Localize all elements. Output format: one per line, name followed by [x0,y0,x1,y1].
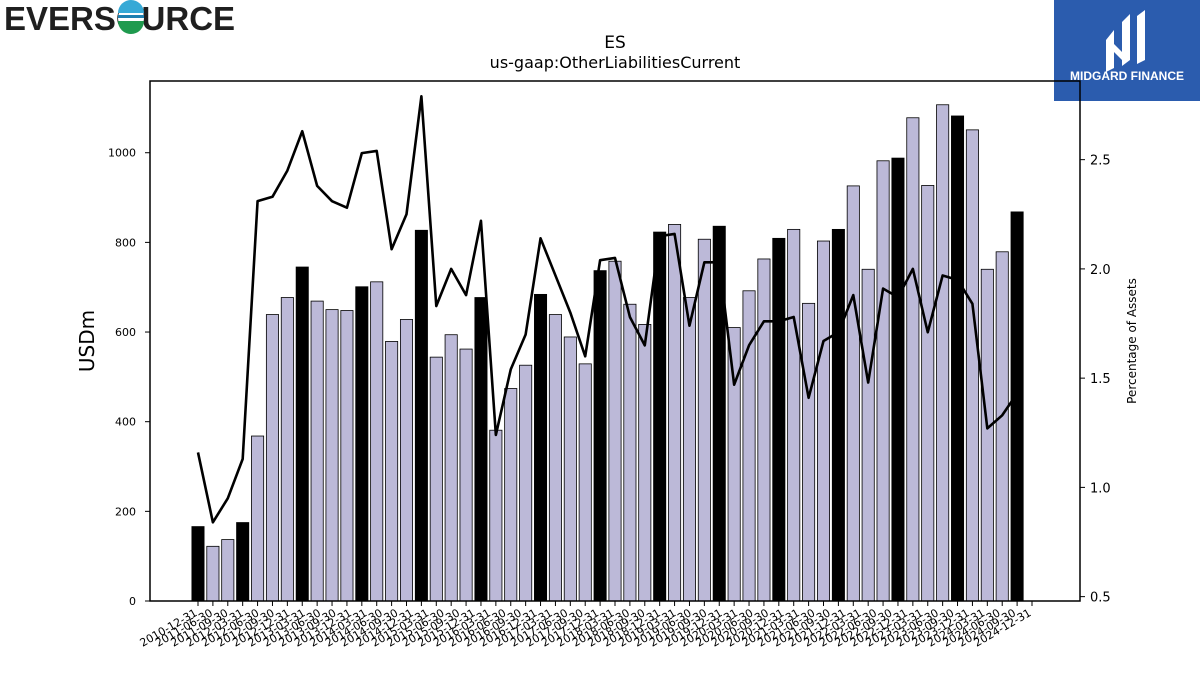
bar-quarterly [563,336,577,602]
chart-title: ES [604,33,626,53]
y2-tick-label: 2.0 [1090,263,1111,278]
bar-quarterly [325,309,339,602]
bar-quarterly [385,341,399,602]
y-tick-label: 0 [129,595,136,608]
bar-annual [653,231,667,602]
bar-annual [712,225,726,602]
bar-quarterly [965,129,979,602]
bar-quarterly [399,319,414,602]
bar-quarterly [846,185,860,602]
bar-quarterly [757,258,771,602]
y2-tick-label: 1.5 [1090,372,1111,387]
bar-quarterly [876,160,890,602]
left-y-axis: 0 200 400 600 800 1000 [108,147,150,608]
bar-quarterly [995,251,1009,602]
bar-quarterly [519,364,533,602]
bar-annual [414,229,428,602]
percentage-of-assets-line [196,94,1019,524]
bar-quarterly [608,260,622,602]
bar-quarterly [861,268,875,602]
bar-quarterly [444,334,458,602]
bar-quarterly [727,327,741,602]
bar-annual [831,228,845,602]
bar-quarterly [578,363,592,602]
bar-annual [355,286,369,602]
bar-quarterly [221,539,235,602]
bar-quarterly [816,240,831,602]
bar-quarterly [280,297,294,602]
bar-quarterly [668,224,682,602]
bar-annual [772,237,786,602]
midgard-m-icon [1106,10,1145,72]
chart-subtitle: us-gaap:OtherLiabilitiesCurrent [490,53,741,72]
eversource-globe-icon [118,0,144,34]
y-tick-label: 600 [115,326,136,339]
y2-axis-label: Percentage of Assets [1125,278,1139,404]
y-axis-label: USDm [75,310,99,372]
bar-annual [191,526,205,602]
y2-tick-label: 0.5 [1090,591,1111,606]
bar-quarterly [936,104,950,602]
bar-quarterly [682,297,696,602]
bar-annual [1010,211,1024,602]
bar-quarterly [697,238,711,602]
bar-annual [534,293,548,602]
bar-quarterly [787,228,801,602]
bar-quarterly [980,268,994,602]
bar-quarterly [638,324,652,602]
bar-quarterly [340,310,354,602]
bar-quarterly [921,185,935,602]
y2-tick-label: 1.0 [1090,481,1111,496]
bar-quarterly [206,545,220,602]
eversource-logo: EVERSOURCE [4,0,235,37]
midgard-finance-logo: MIDGARD FINANCE [1054,0,1200,101]
y-tick-label: 1000 [108,147,136,160]
y2-tick-label: 2.5 [1090,154,1111,169]
bar-annual [951,115,965,602]
bar-quarterly [548,314,562,602]
x-axis: 2010-12-312011-06-302011-09-302012-03-31… [138,601,1034,650]
bar-quarterly [429,356,443,602]
bar-annual [891,157,905,602]
bar-quarterly [370,281,384,602]
bar-annual [593,270,607,602]
bar-annual [295,266,309,602]
bar-quarterly [802,302,816,602]
bar-quarterly [310,300,324,602]
bar-annual [236,522,250,602]
bar-quarterly [906,117,920,602]
bar-quarterly [459,348,473,602]
y-tick-label: 400 [115,416,136,429]
bar-quarterly [504,388,518,602]
bar-annual [474,297,488,602]
bar-quarterly [623,303,637,602]
line-series [196,94,1019,524]
bar-quarterly [489,429,503,602]
right-y-axis: 0.5 1.0 1.5 2.0 2.5 [1080,154,1111,606]
y-tick-label: 200 [115,505,136,518]
midgard-logo-text: MIDGARD FINANCE [1070,69,1184,83]
y-tick-label: 800 [115,236,136,249]
bar-quarterly [251,435,265,602]
bar-quarterly [265,314,279,602]
